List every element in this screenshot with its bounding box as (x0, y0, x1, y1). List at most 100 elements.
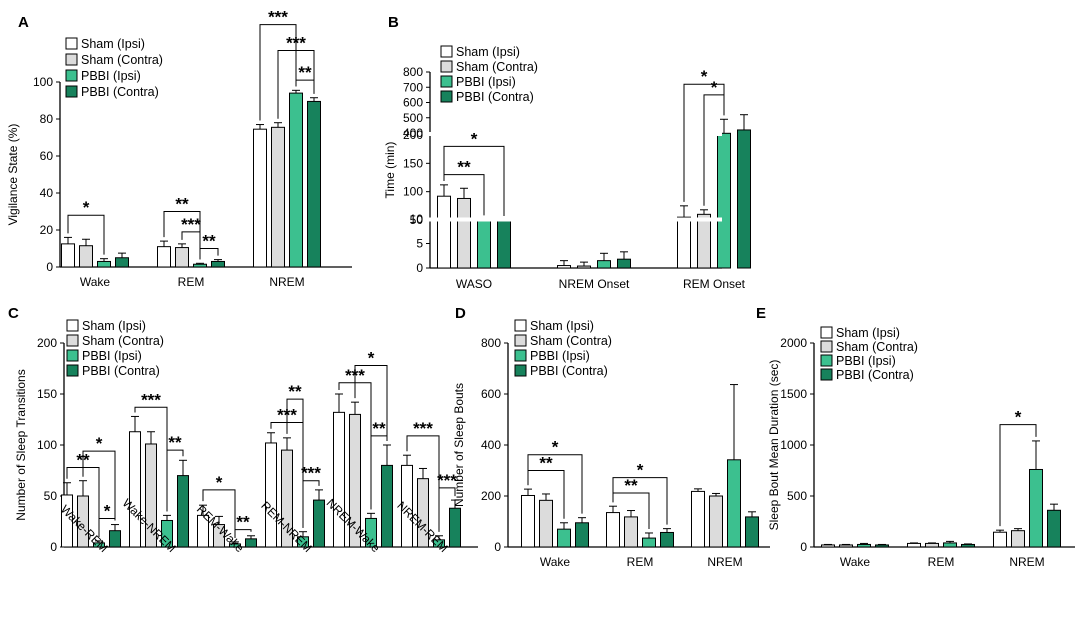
bar (737, 129, 751, 269)
significance-label: * (471, 129, 478, 148)
significance-label: *** (181, 215, 201, 234)
x-tick-label: NREM (1009, 555, 1044, 569)
bar (961, 543, 975, 548)
legend-swatch (820, 340, 833, 353)
y-tick-label: 40 (40, 186, 54, 200)
bar (1011, 530, 1025, 548)
significance-label: ** (175, 195, 189, 214)
bar (697, 213, 711, 269)
y-tick-label: 200 (481, 489, 501, 503)
legend-label: PBBI (Ipsi) (836, 354, 896, 368)
y-tick-label: 0 (50, 540, 57, 554)
y-tick-label: 5 (416, 237, 423, 251)
significance-label: * (701, 67, 708, 86)
y-axis-label: Number of Sleep Transitions (14, 369, 28, 520)
legend-swatch (440, 45, 453, 58)
panel-letter: B (388, 14, 399, 31)
legend-swatch (66, 349, 79, 362)
significance-bracket (181, 231, 201, 260)
legend-label: Sham (Ipsi) (836, 326, 900, 340)
bar (253, 128, 267, 268)
bar (691, 490, 705, 548)
panel-e: E Sleep Bout Mean Duration (sec) 0 500 1000 1… (756, 305, 1075, 569)
significance-label: ** (372, 419, 386, 438)
bar (457, 197, 471, 269)
significance-bracket (438, 487, 456, 532)
bar (839, 544, 853, 548)
y-tick-label: 0 (46, 260, 53, 274)
legend-label: Sham (Contra) (82, 334, 164, 348)
y-tick-label: 800 (481, 336, 501, 350)
legend-label: Sham (Ipsi) (82, 319, 146, 333)
significance-bracket (370, 435, 388, 510)
y-tick-label: 600 (481, 387, 501, 401)
panel-letter: E (756, 305, 766, 322)
y-tick-label: 150 (37, 387, 57, 401)
x-tick-label: WASO (456, 277, 492, 291)
legend-label: Sham (Ipsi) (530, 319, 594, 333)
bar (175, 247, 189, 268)
bar (211, 260, 225, 268)
significance-label: ** (298, 63, 312, 82)
y-tick-label: 100 (37, 438, 57, 452)
legend-swatch (820, 368, 833, 381)
significance-bracket (166, 449, 184, 512)
bar (606, 512, 620, 548)
panel-d: D Number of Sleep Bouts 0 200 400 600 800 Wake R… (452, 305, 770, 569)
x-tick-label: REM (928, 555, 955, 569)
bar (521, 494, 535, 548)
x-tick-label: Wake (80, 275, 111, 289)
bar (307, 100, 321, 268)
legend-label: Sham (Contra) (836, 340, 918, 354)
significance-bracket (527, 454, 583, 514)
y-tick-label: 400 (403, 126, 423, 140)
significance-label: *** (141, 390, 161, 409)
legend-label: PBBI (Contra) (81, 85, 159, 99)
legend-label: Sham (Ipsi) (456, 45, 520, 59)
bar (477, 218, 491, 269)
y-tick-label: 0 (800, 540, 807, 554)
legend-swatch (65, 53, 78, 66)
significance-label: ** (624, 476, 638, 495)
bar (1029, 468, 1043, 548)
legend-label: PBBI (Contra) (82, 364, 160, 378)
significance-label: * (96, 434, 103, 453)
y-tick-label: 700 (403, 80, 423, 94)
significance-label: * (216, 473, 223, 492)
legend-label: PBBI (Ipsi) (82, 349, 142, 363)
legend-swatch (66, 319, 79, 332)
legend-swatch (65, 85, 78, 98)
significance-bracket (612, 477, 668, 525)
legend-label: PBBI (Contra) (530, 364, 608, 378)
significance-label: * (104, 501, 111, 520)
significance-bracket (259, 24, 297, 121)
panel-c: C Number of Sleep Transitions 0 50 100 150 200… (8, 305, 478, 555)
legend-label: Sham (Contra) (456, 60, 538, 74)
significance-bracket (277, 50, 315, 119)
significance-bracket (199, 248, 219, 260)
legend-swatch (514, 334, 527, 347)
legend-label: PBBI (Ipsi) (530, 349, 590, 363)
bar (381, 464, 393, 548)
bar (245, 538, 257, 548)
y-tick-label: 0 (416, 261, 423, 275)
y-tick-label: 400 (481, 438, 501, 452)
y-tick-label: 0 (494, 540, 501, 554)
significance-bracket (82, 450, 116, 521)
significance-bracket (302, 480, 320, 528)
x-tick-label: Wake (540, 555, 571, 569)
significance-bracket (286, 398, 304, 528)
bar (557, 265, 571, 269)
significance-bracket (999, 424, 1037, 527)
bar (333, 411, 345, 548)
y-tick-label: 150 (403, 156, 423, 170)
legend-swatch (440, 75, 453, 88)
legend-swatch (66, 334, 79, 347)
bar (557, 528, 571, 548)
bar (727, 459, 741, 548)
y-tick-label: 2000 (780, 336, 807, 350)
y-tick-label: 50 (44, 489, 58, 503)
bar (717, 132, 731, 269)
bar (497, 219, 511, 269)
bar (642, 537, 656, 548)
